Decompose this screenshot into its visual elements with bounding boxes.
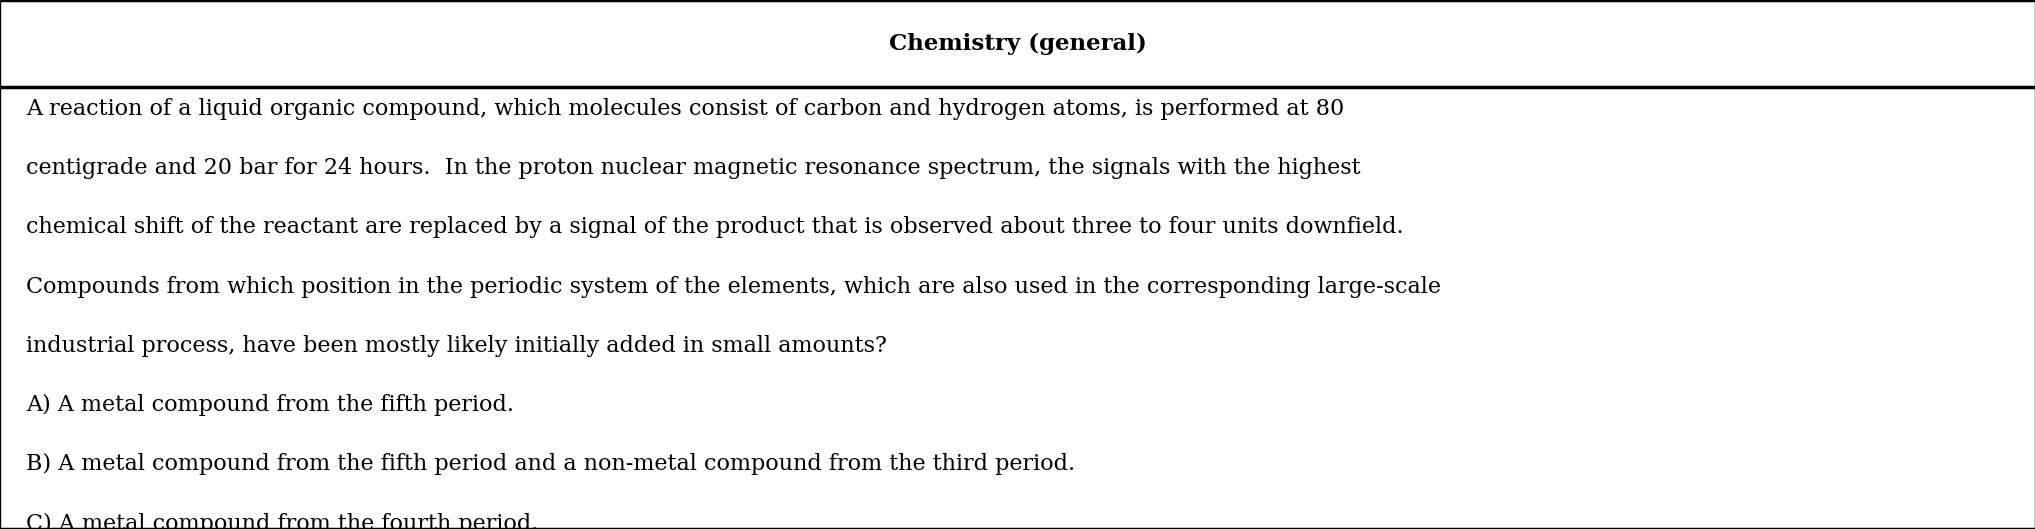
Bar <box>0 0 2035 87</box>
Text: Chemistry (general): Chemistry (general) <box>889 33 1146 54</box>
Text: A reaction of a liquid organic compound, which molecules consist of carbon and h: A reaction of a liquid organic compound,… <box>26 98 1345 120</box>
Text: C) A metal compound from the fourth period.: C) A metal compound from the fourth peri… <box>26 513 539 529</box>
Text: Compounds from which position in the periodic system of the elements, which are : Compounds from which position in the per… <box>26 276 1441 298</box>
Text: industrial process, have been mostly likely initially added in small amounts?: industrial process, have been mostly lik… <box>26 335 887 357</box>
Text: B) A metal compound from the fifth period and a non-metal compound from the thir: B) A metal compound from the fifth perio… <box>26 453 1077 476</box>
Text: chemical shift of the reactant are replaced by a signal of the product that is o: chemical shift of the reactant are repla… <box>26 216 1404 239</box>
Text: centigrade and 20 bar for 24 hours.  In the proton nuclear magnetic resonance sp: centigrade and 20 bar for 24 hours. In t… <box>26 157 1361 179</box>
Text: A) A metal compound from the fifth period.: A) A metal compound from the fifth perio… <box>26 394 515 416</box>
